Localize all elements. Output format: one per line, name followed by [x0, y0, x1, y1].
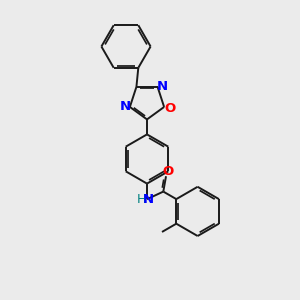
Text: N: N	[143, 193, 154, 206]
Text: N: N	[119, 100, 130, 113]
Text: N: N	[157, 80, 168, 93]
Text: O: O	[164, 102, 175, 115]
Text: H: H	[136, 193, 146, 206]
Text: O: O	[162, 165, 173, 178]
